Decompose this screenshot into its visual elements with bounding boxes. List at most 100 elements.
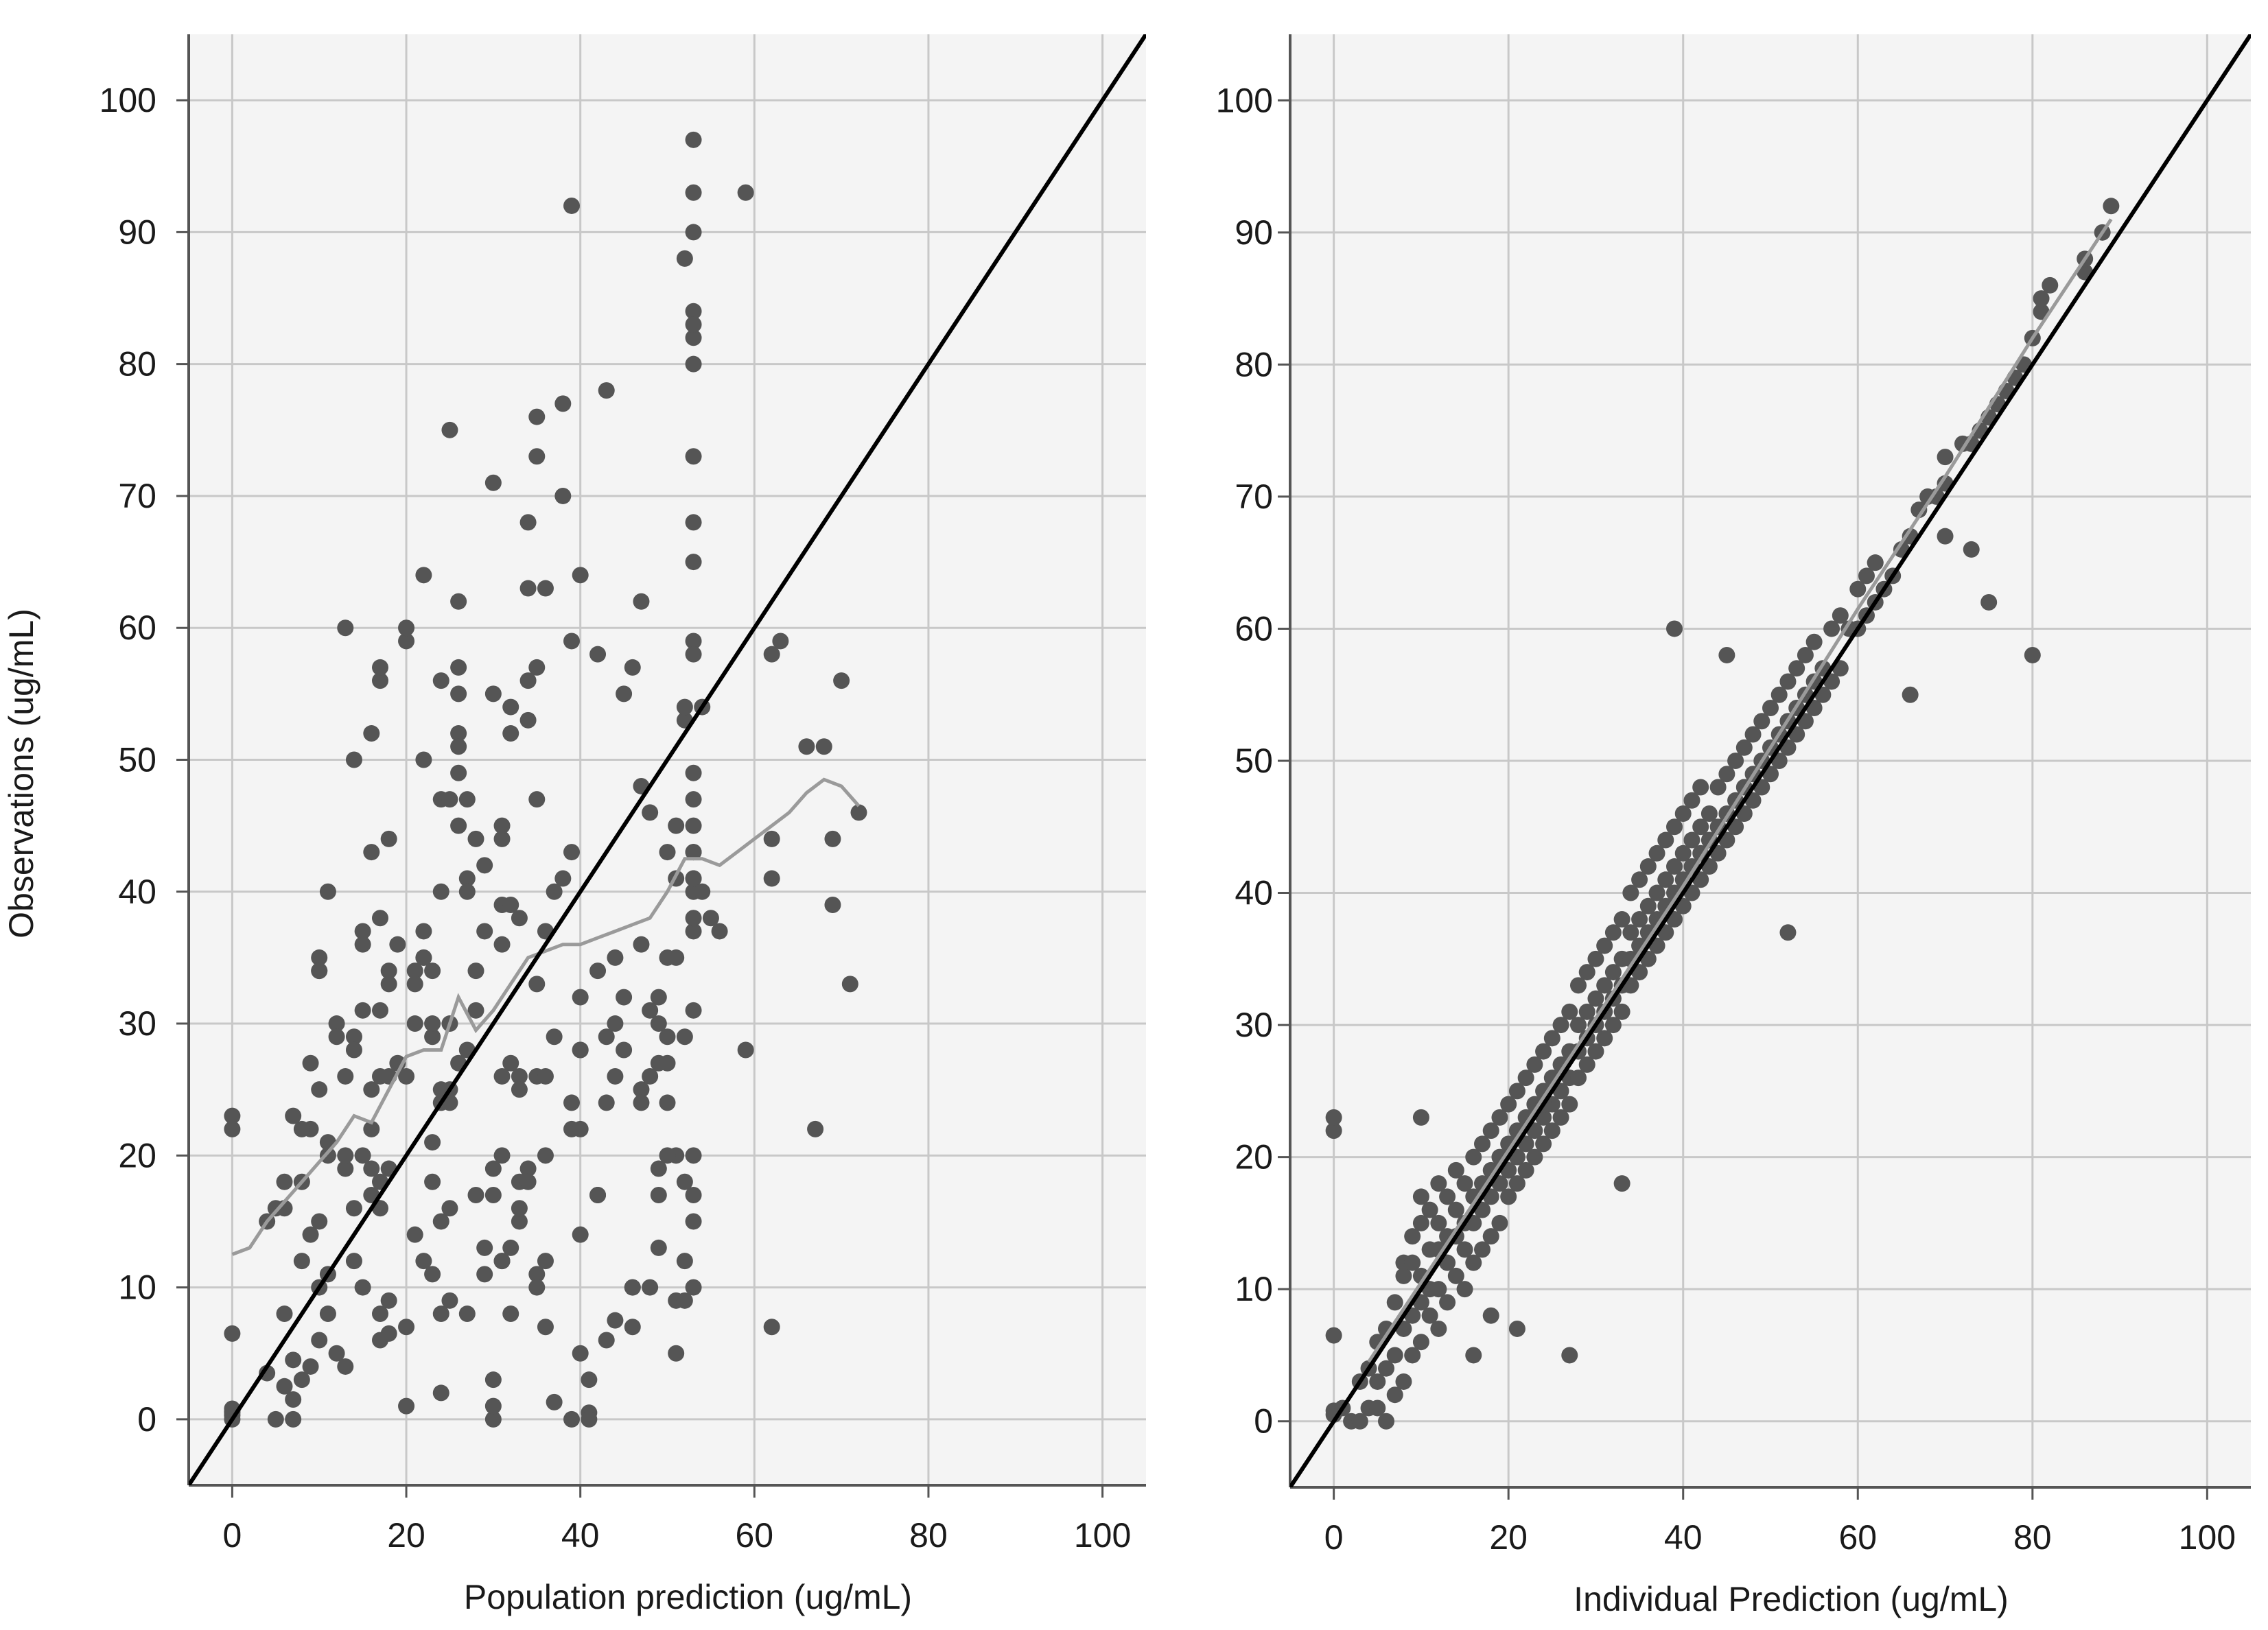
chart-panel-2: 0 20 40 60 80 100 0 10 20 30 40 50 60 70 80 90 100 Indivi… [1216,34,2251,1618]
data-point [607,1015,624,1032]
data-point [589,962,607,980]
data-point [372,910,388,927]
data-point [311,949,328,966]
data-point [424,1028,441,1046]
data-point [685,224,702,241]
data-point [302,1358,319,1375]
data-point [363,844,380,861]
data-point [616,1041,633,1059]
y-axis-label: Observations (ug/mL) [2,609,40,938]
data-point [328,1028,345,1046]
data-point [1430,1320,1447,1337]
data-point [1500,1096,1517,1113]
y-tick-label: 100 [100,81,156,119]
data-point [1587,950,1604,967]
data-point [432,672,449,689]
data-point [1578,1056,1595,1073]
data-point [676,1253,693,1270]
data-point [267,1410,284,1428]
data-point [1779,924,1797,941]
y-tick-label: 90 [118,213,156,251]
data-point [1788,660,1805,677]
y-tick-label: 30 [118,1004,156,1043]
data-point [607,949,624,966]
y-tick-label: 100 [1216,81,1273,119]
smooth-line [231,777,861,1256]
data-point [1639,858,1657,875]
data-point [1404,1254,1421,1271]
data-point [311,962,328,980]
data-point [380,976,397,993]
data-point [1526,1056,1543,1073]
data-point [415,567,432,584]
data-point [702,910,719,927]
data-point [476,923,493,940]
data-point [546,1393,563,1410]
data-point [450,659,467,676]
data-point [1491,1109,1508,1126]
data-point [1613,911,1630,928]
data-point [676,250,693,267]
data-point [1622,884,1639,901]
data-point [424,962,441,980]
data-point [737,184,754,201]
data-point [311,1332,328,1349]
data-point [1692,818,1709,836]
data-point [511,910,528,927]
data-point [537,1253,554,1270]
data-point [676,698,693,716]
data-point [528,1279,546,1296]
data-point [685,923,702,940]
data-point [363,1081,380,1098]
data-point [572,1226,589,1243]
data-point [1395,1267,1412,1284]
data-point [850,804,867,821]
data-point [1439,1188,1456,1205]
data-point [511,1213,528,1230]
data-point [450,725,467,742]
data-point [493,817,511,834]
data-point [354,1147,371,1164]
data-point [1430,1175,1447,1192]
data-point [337,1147,354,1164]
data-point [668,1345,685,1362]
data-point [1578,1003,1595,1020]
data-point [1491,1214,1508,1231]
data-point [1378,1413,1394,1430]
data-point [528,791,546,808]
data-point [563,633,580,650]
data-point [1412,1188,1429,1205]
plot-content [1290,34,2251,1487]
data-point [276,1378,293,1395]
data-point [1692,779,1709,796]
data-point [484,1160,502,1177]
data-point [1937,449,1954,466]
data-point [1517,1161,1534,1179]
data-point [1666,620,1683,637]
data-point [537,1067,554,1085]
x-tick-label: 60 [736,1516,774,1555]
data-point [1543,1122,1560,1139]
data-point [685,791,702,808]
y-tick-label: 10 [118,1268,156,1307]
data-point [1797,646,1814,663]
data-point [685,1147,702,1164]
data-point [406,1226,423,1243]
data-point [1447,1267,1464,1284]
data-point [554,487,572,504]
data-point [1744,726,1762,743]
data-point [267,1200,284,1217]
x-tick-label: 80 [909,1516,948,1555]
data-point [519,580,537,597]
data-point [711,923,728,940]
data-point [1718,646,1735,663]
data-point [450,593,467,610]
data-point [1535,1135,1552,1153]
data-point [1622,924,1639,941]
y-tick-label: 0 [1254,1402,1273,1441]
data-point [546,883,563,900]
data-point [642,804,659,821]
data-point [581,1371,598,1389]
data-point [1325,1327,1342,1344]
